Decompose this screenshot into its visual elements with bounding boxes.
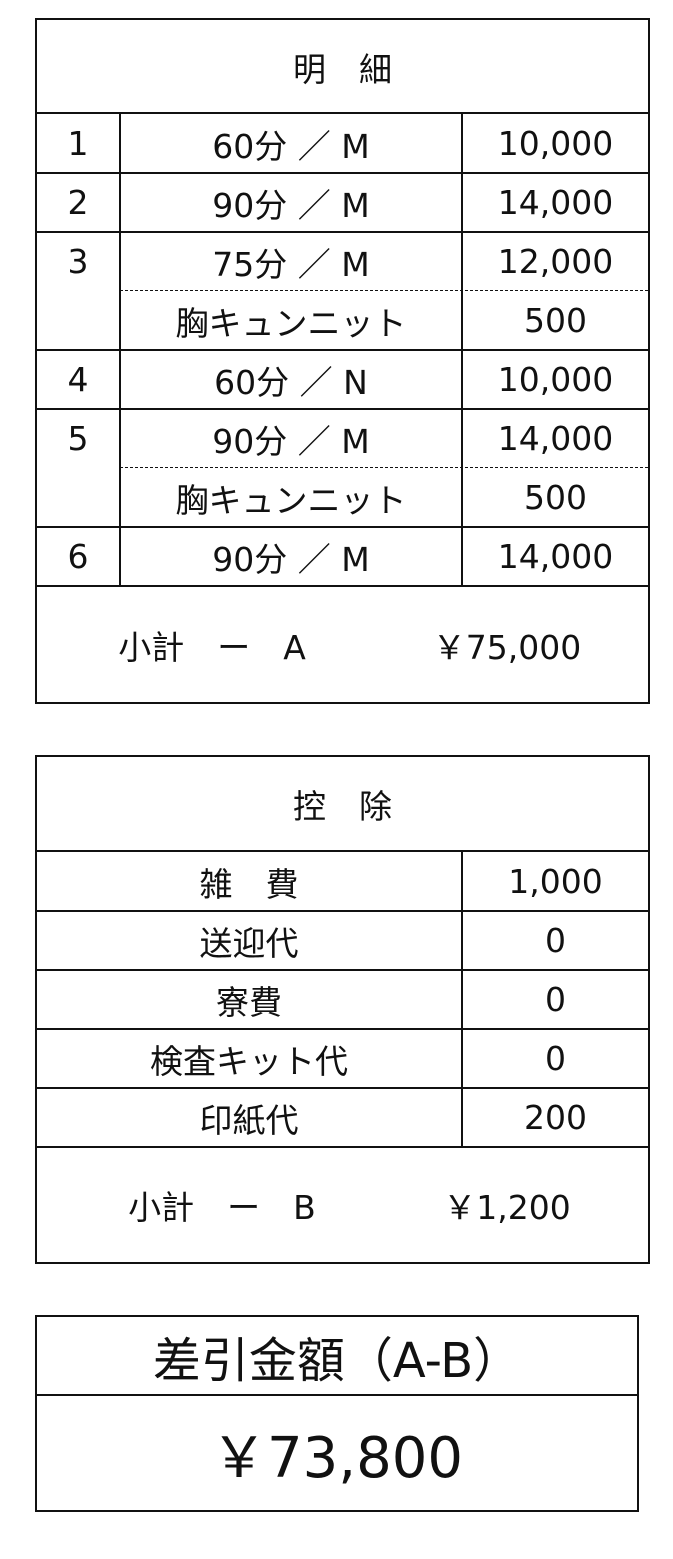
- subtotal-a-label: 小計 ー A: [118, 628, 306, 667]
- divider: [37, 585, 648, 587]
- row-item: 90分 ／ M: [212, 185, 370, 225]
- row-number: 3: [67, 242, 89, 281]
- subtotal-b-label: 小計 ー B: [128, 1188, 316, 1227]
- deduction-item: 検査キット代: [150, 1041, 348, 1081]
- subtotal-b-value: ￥1,200: [443, 1188, 571, 1227]
- deduction-item: 寮費: [216, 982, 282, 1022]
- row-divider: [120, 467, 648, 468]
- row-amount: 12,000: [497, 242, 614, 281]
- divider: [37, 1146, 648, 1148]
- divider: [37, 112, 648, 114]
- row-item: 90分 ／ M: [212, 539, 370, 579]
- row-item: 75分 ／ M: [212, 244, 370, 284]
- row-item: 90分 ／ M: [212, 421, 370, 461]
- deduction-item: 雑 費: [199, 864, 299, 904]
- row-number: [37, 468, 119, 527]
- deduction-amount: 1,000: [508, 862, 603, 901]
- total-box: 差引金額（A-B） ￥73,800: [35, 1315, 639, 1512]
- row-amount: 14,000: [497, 537, 614, 576]
- row-divider: [37, 969, 648, 971]
- deduction-amount: 200: [524, 1098, 587, 1137]
- total-value: ￥73,800: [211, 1425, 463, 1491]
- details-table: 明 細 1 60分 ／ M 10,000 2 90分 ／ M 14,000 3 75分 ／ M 1…: [35, 18, 650, 704]
- row-divider: [37, 1087, 648, 1089]
- deduction-item: 送迎代: [199, 923, 299, 963]
- row-number: 5: [67, 419, 89, 458]
- deduction-amount: 0: [545, 980, 566, 1019]
- deduction-amount: 0: [545, 921, 566, 960]
- subtotal-a-value: ￥75,000: [432, 628, 582, 667]
- row-divider: [37, 408, 648, 410]
- row-item: 60分 ／ N: [214, 362, 368, 402]
- row-divider: [37, 172, 648, 174]
- row-divider: [37, 910, 648, 912]
- row-number: 6: [67, 537, 89, 576]
- row-amount: 500: [524, 478, 587, 517]
- row-amount: 14,000: [497, 183, 614, 222]
- row-amount: 10,000: [497, 360, 614, 399]
- row-divider: [37, 1028, 648, 1030]
- col-divider: [461, 850, 463, 1147]
- row-divider: [37, 349, 648, 351]
- row-amount: 500: [524, 301, 587, 340]
- row-number: [37, 291, 119, 350]
- divider: [37, 1394, 637, 1396]
- row-number: 4: [67, 360, 89, 399]
- row-amount: 14,000: [497, 419, 614, 458]
- row-divider: [37, 231, 648, 233]
- col-divider: [461, 112, 463, 586]
- details-title: 明 細: [293, 49, 392, 89]
- deductions-table: 控 除雑 費 1,000 送迎代 0 寮費 0 検査キット代 0 印紙代 200 小計 ー B ￥1,…: [35, 755, 650, 1264]
- deduction-amount: 0: [545, 1039, 566, 1078]
- row-divider: [120, 290, 648, 291]
- row-number: 2: [67, 183, 89, 222]
- row-item: 胸キュンニット: [175, 480, 407, 520]
- row-amount: 10,000: [497, 124, 614, 163]
- col-divider: [119, 112, 121, 586]
- total-label: 差引金額（A-B）: [152, 1333, 522, 1389]
- row-number: 1: [67, 124, 89, 163]
- deductions-title: 控 除: [293, 787, 392, 826]
- deduction-item: 印紙代: [199, 1100, 299, 1140]
- row-item: 60分 ／ M: [212, 126, 370, 166]
- row-divider: [37, 526, 648, 528]
- divider: [37, 850, 648, 852]
- row-item: 胸キュンニット: [175, 303, 407, 343]
